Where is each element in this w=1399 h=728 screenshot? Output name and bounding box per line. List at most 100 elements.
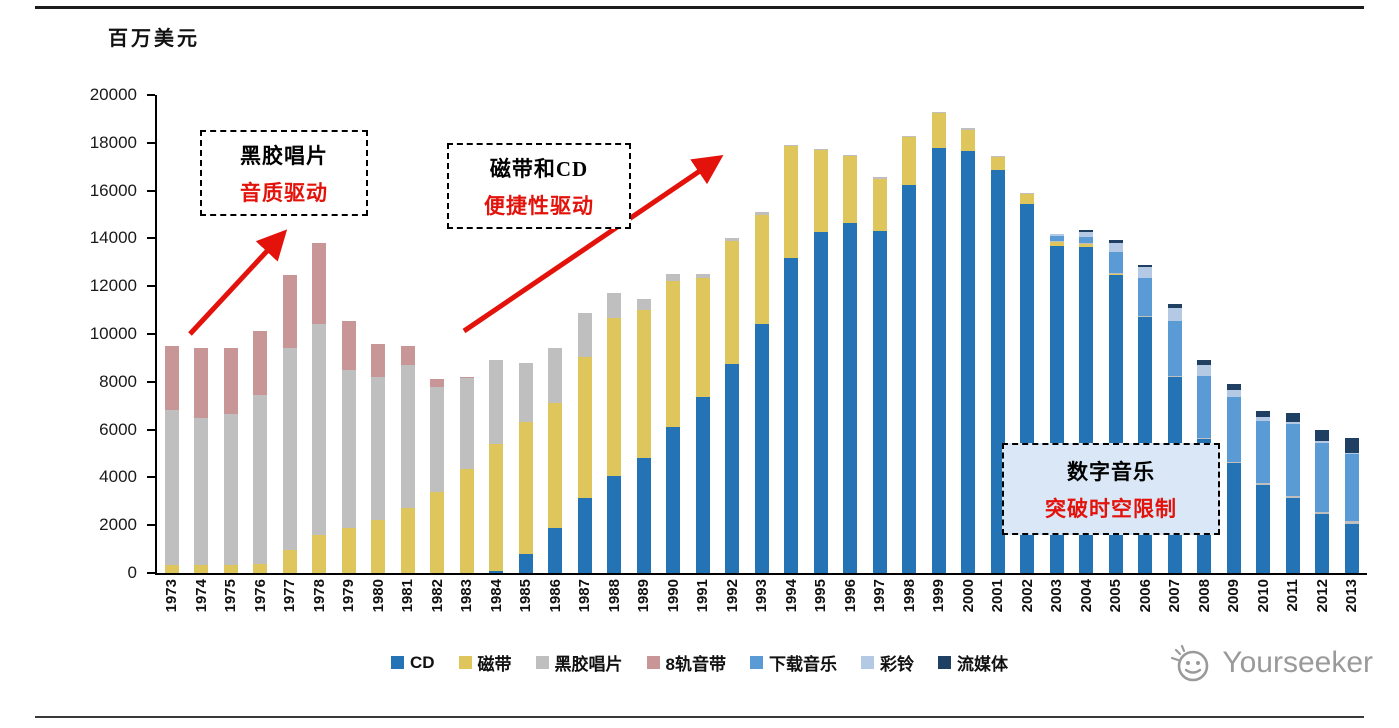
bar-segment-CD <box>666 427 681 573</box>
legend-swatch <box>750 656 764 669</box>
bar-segment-彩铃 <box>1079 232 1094 238</box>
legend-swatch <box>938 656 952 669</box>
x-tick-label: 1986 <box>546 579 564 613</box>
legend-swatch <box>861 656 875 669</box>
x-tick-label: 1997 <box>871 579 889 613</box>
legend-item-CD: CD <box>390 653 435 673</box>
bar-2000 <box>961 128 976 573</box>
top-divider <box>35 6 1364 9</box>
bar-1975 <box>223 348 238 573</box>
x-tick-label: 2006 <box>1136 579 1154 613</box>
bar-segment-下载音乐 <box>1167 320 1182 376</box>
bar-segment-CD <box>577 497 592 573</box>
bar-segment-CD <box>784 257 799 573</box>
y-tick-mark <box>147 94 155 96</box>
x-tick-label: 1991 <box>694 579 712 613</box>
bar-segment-黑胶唱片 <box>784 145 799 147</box>
x-axis-labels: 1973 1974 1975 1976 1977 1978 1979 1980 1981 1982… <box>157 579 1367 643</box>
bar-segment-黑胶唱片 <box>931 111 946 113</box>
bar-segment-8轨音带 <box>164 345 179 411</box>
x-tick-label: 2003 <box>1048 579 1066 613</box>
bar-1980 <box>371 343 386 573</box>
bar-1994 <box>784 145 799 573</box>
bar-segment-黑胶唱片 <box>312 324 327 535</box>
bar-segment-黑胶唱片 <box>754 212 769 215</box>
bar-2010 <box>1256 411 1271 573</box>
bar-segment-下载音乐 <box>1049 236 1064 241</box>
x-tick-label: 2009 <box>1225 579 1243 613</box>
bar-segment-彩铃 <box>1049 233 1064 237</box>
bar-segment-黑胶唱片 <box>1167 375 1182 378</box>
bar-segment-磁带 <box>666 281 681 428</box>
bar-1973 <box>164 345 179 573</box>
bar-segment-黑胶唱片 <box>1226 461 1241 464</box>
bar-segment-黑胶唱片 <box>636 299 651 311</box>
bar-1990 <box>666 274 681 573</box>
bar-segment-CD <box>902 184 917 573</box>
x-tick-label: 2013 <box>1343 579 1361 613</box>
bar-segment-磁带 <box>607 318 622 477</box>
bar-segment-CD <box>1226 463 1241 573</box>
y-tick-label: 18000 <box>89 132 137 152</box>
y-tick-label: 2000 <box>99 515 137 535</box>
bar-segment-磁带 <box>430 491 445 573</box>
bar-segment-黑胶唱片 <box>489 360 504 444</box>
legend-item-8轨音带: 8轨音带 <box>646 650 727 675</box>
bar-segment-黑胶唱片 <box>253 395 268 564</box>
bar-segment-彩铃 <box>1285 421 1300 425</box>
bar-segment-磁带 <box>312 534 327 573</box>
legend-label: 8轨音带 <box>665 655 727 674</box>
x-tick-label: 1993 <box>753 579 771 613</box>
legend-swatch <box>535 656 549 669</box>
bar-segment-CD <box>548 527 563 573</box>
bar-segment-黑胶唱片 <box>725 238 740 241</box>
legend-item-彩铃: 彩铃 <box>861 650 914 675</box>
bar-segment-磁带 <box>164 564 179 573</box>
bar-segment-黑胶唱片 <box>1138 316 1153 318</box>
bar-segment-8轨音带 <box>400 345 415 366</box>
annotation-digital-subtitle: 突破时空限制 <box>1045 496 1177 521</box>
bar-segment-8轨音带 <box>312 243 327 325</box>
x-tick-label: 1995 <box>812 579 830 613</box>
bar-segment-黑胶唱片 <box>1315 512 1330 515</box>
bar-segment-磁带 <box>194 564 209 573</box>
legend: CD 磁带 黑胶唱片 8轨音带 下载音乐 彩铃 流媒体 <box>0 650 1399 675</box>
bar-1995 <box>813 148 828 573</box>
bar-segment-黑胶唱片 <box>1197 437 1212 440</box>
bar-segment-彩铃 <box>1226 390 1241 398</box>
bar-segment-流媒体 <box>1226 384 1241 391</box>
bar-segment-磁带 <box>961 129 976 152</box>
y-tick-label: 4000 <box>99 467 137 487</box>
bar-1996 <box>843 154 858 573</box>
y-axis-unit-label: 百万美元 <box>108 28 200 50</box>
bar-segment-磁带 <box>1079 244 1094 247</box>
legend-label: 彩铃 <box>880 655 915 674</box>
bar-1999 <box>931 111 946 573</box>
bar-segment-磁带 <box>931 112 946 148</box>
annotation-cassette-cd: 磁带和CD 便捷性驱动 <box>447 143 631 229</box>
bar-segment-黑胶唱片 <box>1108 273 1123 275</box>
bar-1984 <box>489 360 504 573</box>
x-tick-label: 1982 <box>428 579 446 613</box>
bar-segment-黑胶唱片 <box>430 386 445 492</box>
bar-segment-流媒体 <box>1285 413 1300 422</box>
bar-1979 <box>341 320 356 573</box>
bar-segment-8轨音带 <box>253 330 268 396</box>
annotation-cassette-cd-title: 磁带和CD <box>489 156 589 181</box>
bar-segment-彩铃 <box>1167 307 1182 321</box>
y-tick-label: 6000 <box>99 419 137 439</box>
y-tick-mark <box>147 333 155 335</box>
bar-segment-黑胶唱片 <box>282 348 297 551</box>
bar-segment-CD <box>1344 524 1359 573</box>
legend-swatch <box>646 656 660 669</box>
legend-item-下载音乐: 下载音乐 <box>750 650 837 675</box>
annotation-vinyl: 黑胶唱片 音质驱动 <box>200 130 368 216</box>
bar-1987 <box>577 312 592 573</box>
bar-2013 <box>1344 437 1359 573</box>
x-tick-label: 2008 <box>1195 579 1213 613</box>
bar-1998 <box>902 135 917 573</box>
bar-segment-CD <box>518 553 533 573</box>
bar-2009 <box>1226 384 1241 573</box>
bar-segment-磁带 <box>1049 242 1064 246</box>
